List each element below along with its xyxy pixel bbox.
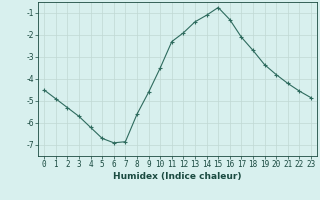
X-axis label: Humidex (Indice chaleur): Humidex (Indice chaleur) <box>113 172 242 181</box>
